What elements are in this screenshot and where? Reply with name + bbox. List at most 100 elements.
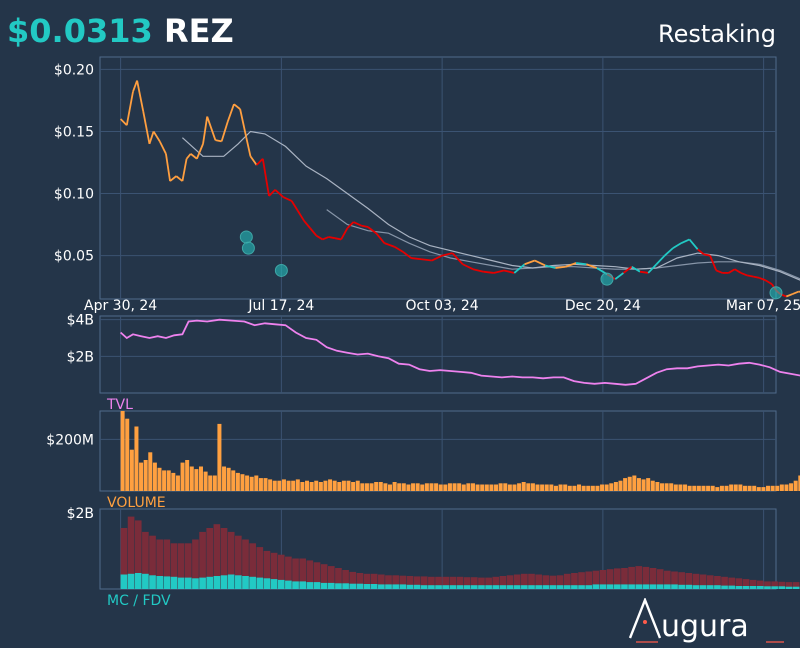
fdv-bar: [628, 566, 635, 589]
price-segment: [524, 259, 536, 266]
fdv-bar: [492, 576, 500, 589]
volume-bar: [724, 485, 729, 491]
fdv-bar: [592, 570, 600, 589]
fdv-bar: [699, 574, 707, 589]
volume-bar: [632, 475, 637, 491]
volume-bar: [143, 460, 148, 491]
volume-bar: [208, 475, 213, 491]
fdv-bar: [499, 576, 507, 589]
volume-bar: [120, 411, 125, 491]
fdv-bar: [177, 543, 185, 589]
volume-bar: [323, 480, 328, 491]
volume-bar: [507, 484, 512, 491]
fdv-bar: [642, 566, 650, 589]
volume-bar: [692, 485, 697, 491]
fdv-bar: [470, 577, 478, 589]
fdv-bar: [256, 547, 264, 589]
mc-bar: [192, 578, 199, 589]
price-segment: [309, 227, 318, 237]
price-segment: [119, 118, 128, 126]
mc-bar: [613, 584, 621, 589]
mc-bar: [442, 585, 450, 589]
mc-bar: [592, 584, 600, 589]
fdv-bar: [306, 560, 314, 589]
fdv-bar: [685, 573, 693, 589]
volume-bar: [263, 478, 268, 491]
mc-bar: [542, 585, 550, 589]
mc-bar: [213, 576, 221, 589]
moving-average-short: [181, 130, 800, 281]
price-segment: [245, 137, 252, 157]
augura-logo: ugura: [628, 598, 784, 644]
mc-bar: [671, 584, 678, 589]
price-segment: [220, 121, 229, 142]
mc-bar: [206, 576, 214, 589]
mc-bar: [327, 582, 335, 589]
price-segment: [215, 139, 222, 143]
fdv-bar: [542, 575, 550, 589]
volume-bar: [655, 482, 660, 491]
logo-dot: [643, 620, 647, 624]
price-segment: [513, 263, 526, 274]
volume-bar: [641, 479, 646, 491]
volume-bar: [125, 418, 130, 491]
volume-bar: [604, 484, 609, 491]
mc-bar: [170, 576, 178, 589]
volume-bar: [314, 480, 319, 491]
fdv-bar: [449, 576, 457, 589]
mc-bar: [456, 585, 464, 589]
mc-bar: [706, 585, 714, 589]
mc-bar: [764, 586, 771, 589]
mc-bar: [621, 584, 628, 589]
volume-bar: [770, 485, 775, 491]
price-segment: [226, 103, 235, 122]
volume-bar: [254, 475, 259, 491]
volume-bar: [139, 462, 144, 491]
volume-bar: [747, 485, 752, 491]
volume-bar: [756, 487, 761, 491]
price-segment: [297, 210, 305, 222]
mc-bar: [399, 584, 407, 589]
volume-bar: [203, 471, 208, 491]
volume-bar: [443, 484, 448, 491]
volume-bar: [466, 483, 471, 491]
price-segment: [565, 262, 577, 268]
fdv-bar: [270, 552, 278, 589]
fdv-bar: [192, 539, 199, 589]
logo-a-mark: [628, 598, 662, 639]
mc-bar: [363, 584, 371, 589]
mc-bar: [563, 585, 571, 589]
price-y-tick-label: $0.05: [54, 249, 94, 265]
volume-bar: [719, 485, 724, 491]
mc-bar: [249, 576, 256, 589]
volume-bar: [627, 476, 632, 491]
fdv-bar: [413, 576, 421, 589]
volume-label: VOLUME: [107, 495, 166, 511]
price-segment: [785, 293, 793, 298]
mc-bar: [599, 584, 607, 589]
volume-bar: [134, 426, 139, 491]
fdv-bar: [349, 571, 357, 589]
mc-bar: [435, 585, 442, 589]
volume-bar: [217, 423, 222, 491]
volume-bar: [623, 478, 628, 491]
fdv-bar: [785, 582, 793, 589]
price-segment: [322, 236, 330, 241]
price-segment: [411, 257, 422, 261]
fdv-bar: [549, 575, 557, 589]
volume-bar: [742, 485, 747, 491]
volume-bar: [590, 485, 595, 491]
volume-bar: [586, 485, 591, 491]
price-segment: [249, 155, 258, 166]
price-segment: [688, 238, 699, 250]
mc-bar: [406, 584, 414, 589]
volume-bar: [738, 484, 743, 491]
mc-bar: [649, 584, 657, 589]
fdv-bar: [606, 569, 614, 589]
volume-bar: [517, 483, 522, 491]
fdv-bar: [671, 571, 678, 589]
volume-bar: [526, 483, 531, 491]
volume-bar: [351, 482, 356, 491]
mc-bar: [749, 586, 757, 589]
mc-bar: [163, 576, 171, 589]
